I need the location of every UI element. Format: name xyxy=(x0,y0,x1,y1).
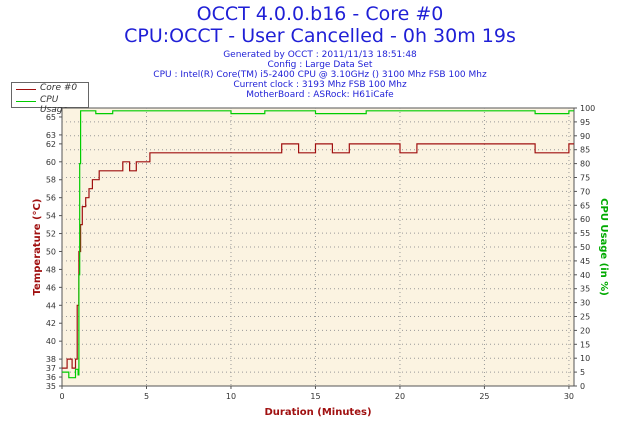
left-tick-label: 36 xyxy=(46,373,56,382)
x-tick-label: 10 xyxy=(226,392,236,401)
right-tick-label: 25 xyxy=(580,313,590,322)
right-tick-label: 85 xyxy=(580,146,590,155)
y-axis-label-right: CPU Usage (in %) xyxy=(598,198,609,296)
left-tick-label: 46 xyxy=(46,283,56,292)
legend-item-core0: Core #0 xyxy=(12,83,88,95)
right-tick-label: 10 xyxy=(580,354,590,363)
x-tick-label: 30 xyxy=(564,392,574,401)
legend-label-cpu-usage: CPU Usage xyxy=(40,95,69,115)
left-tick-label: 38 xyxy=(46,355,56,364)
info-generated: Generated by OCCT : 2011/11/13 18:51:48 xyxy=(223,50,417,60)
chart-legend: Core #0 CPU Usage xyxy=(11,82,89,115)
right-tick-label: 50 xyxy=(580,243,590,252)
right-tick-label: 5 xyxy=(580,368,585,377)
left-tick-label: 54 xyxy=(46,212,56,221)
left-tick-label: 65 xyxy=(46,113,56,122)
info-clock: Current clock : 3193 Mhz FSB 100 Mhz xyxy=(233,80,407,90)
right-tick-label: 35 xyxy=(580,285,590,294)
info-config: Config : Large Data Set xyxy=(267,60,373,70)
right-axis-ticks: 0 5 10 15 20 25 30 35 40 45 50 55 60 65 70 75 80 85 90 95 10… xyxy=(574,104,595,391)
left-tick-label: 44 xyxy=(46,301,56,310)
left-tick-label: 48 xyxy=(46,265,56,274)
right-tick-label: 65 xyxy=(580,201,590,210)
x-tick-label: 25 xyxy=(479,392,489,401)
series-line-cpu-usage xyxy=(62,110,574,379)
right-tick-label: 95 xyxy=(580,118,590,127)
left-tick-label: 56 xyxy=(46,194,56,203)
x-axis-label: Duration (Minutes) xyxy=(264,407,371,418)
left-tick-label: 62 xyxy=(46,140,56,149)
grid-lines xyxy=(62,108,574,386)
left-tick-label: 50 xyxy=(46,247,56,256)
x-axis-ticks: 0 5 10 15 20 25 30 xyxy=(59,386,574,401)
right-tick-label: 40 xyxy=(580,271,590,280)
right-tick-label: 60 xyxy=(580,215,590,224)
series-lines xyxy=(62,110,574,379)
left-tick-label: 40 xyxy=(46,337,56,346)
legend-swatch-cpu-usage xyxy=(16,101,36,102)
right-tick-label: 90 xyxy=(580,132,590,141)
right-tick-label: 100 xyxy=(580,104,595,113)
chart-subtitle: CPU:OCCT - User Cancelled - 0h 30m 19s xyxy=(124,25,516,47)
left-tick-label: 58 xyxy=(46,176,56,185)
left-tick-label: 35 xyxy=(46,382,56,391)
x-tick-label: 0 xyxy=(59,392,64,401)
left-tick-label: 42 xyxy=(46,319,56,328)
left-tick-label: 37 xyxy=(46,364,56,373)
legend-item-cpu-usage: CPU Usage xyxy=(12,95,88,115)
right-tick-label: 55 xyxy=(580,229,590,238)
x-tick-label: 20 xyxy=(395,392,405,401)
x-tick-label: 5 xyxy=(144,392,149,401)
right-tick-label: 20 xyxy=(580,326,590,335)
right-tick-label: 70 xyxy=(580,187,590,196)
info-cpu: CPU : Intel(R) Core(TM) i5-2400 CPU @ 3.… xyxy=(153,70,487,80)
series-line-core0 xyxy=(62,143,574,369)
right-tick-label: 80 xyxy=(580,160,590,169)
right-tick-label: 30 xyxy=(580,299,590,308)
x-tick-label: 15 xyxy=(310,392,320,401)
right-tick-label: 0 xyxy=(580,382,585,391)
left-tick-label: 60 xyxy=(46,158,56,167)
right-tick-label: 15 xyxy=(580,340,590,349)
left-tick-label: 63 xyxy=(46,131,56,140)
y-axis-label-left: Temperature (°C) xyxy=(32,199,43,296)
legend-swatch-core0 xyxy=(16,89,36,90)
chart-title: OCCT 4.0.0.b16 - Core #0 xyxy=(196,3,444,25)
legend-label-core0: Core #0 xyxy=(40,83,78,93)
left-tick-label: 52 xyxy=(46,230,56,239)
right-tick-label: 75 xyxy=(580,174,590,183)
right-tick-label: 45 xyxy=(580,257,590,266)
info-motherboard: MotherBoard : ASRock: H61iCafe xyxy=(246,90,394,100)
